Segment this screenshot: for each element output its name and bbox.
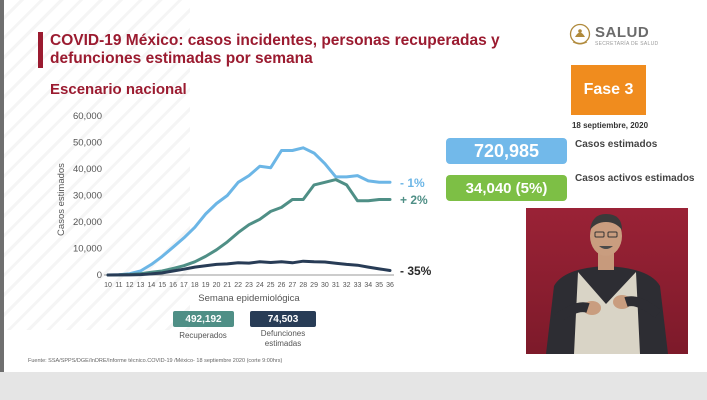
sign-language-interpreter-video bbox=[526, 208, 688, 354]
logo-subtext: SECRETARÍA DE SALUD bbox=[595, 41, 659, 47]
y-tick-label: 50,000 bbox=[73, 138, 102, 149]
x-tick-label: 10 bbox=[104, 282, 112, 289]
bottom-bar bbox=[0, 372, 707, 400]
y-tick-label: 10,000 bbox=[73, 244, 102, 255]
deaths-label: Defunciones estimadas bbox=[260, 329, 306, 348]
x-tick-label: 35 bbox=[375, 282, 383, 289]
x-tick-label: 17 bbox=[180, 282, 188, 289]
x-tick-label: 20 bbox=[213, 282, 221, 289]
title-accent-bar bbox=[38, 32, 43, 68]
y-tick-label: 40,000 bbox=[73, 164, 102, 175]
x-tick-label: 29 bbox=[310, 282, 318, 289]
series-end-label-deaths: - 35% bbox=[400, 264, 432, 278]
x-tick-label: 24 bbox=[256, 282, 264, 289]
series-line-deaths bbox=[106, 259, 392, 277]
y-tick-label: 0 bbox=[97, 270, 102, 281]
interpreter-figure bbox=[546, 214, 668, 354]
x-axis-label: Semana epidemiológica bbox=[198, 293, 300, 304]
x-tick-label: 11 bbox=[115, 282, 122, 289]
x-tick-label: 13 bbox=[137, 282, 145, 289]
page-subtitle: Escenario nacional bbox=[50, 81, 187, 98]
x-tick-label: 30 bbox=[321, 282, 329, 289]
x-tick-label: 23 bbox=[245, 282, 253, 289]
series-end-label-cases: - 1% bbox=[400, 176, 425, 190]
slide-edge bbox=[0, 0, 4, 400]
series-line-recovered bbox=[106, 178, 392, 277]
x-tick-label: 22 bbox=[234, 282, 242, 289]
series-end-label-recovered: + 2% bbox=[400, 193, 428, 207]
salud-logo: SALUD SECRETARÍA DE SALUD bbox=[569, 22, 659, 52]
y-tick-label: 30,000 bbox=[73, 191, 102, 202]
report-date: 18 septiembre, 2020 bbox=[571, 121, 649, 130]
series-line-cases bbox=[106, 146, 392, 277]
active-cases-label: Casos activos estimados bbox=[575, 173, 695, 184]
x-tick-label: 26 bbox=[278, 282, 286, 289]
source-note: Fuente: SSA/SPPS/DGE/InDRE/Informe técni… bbox=[28, 358, 283, 364]
recovered-label: Recuperados bbox=[179, 331, 227, 340]
x-tick-label: 36 bbox=[386, 282, 394, 289]
x-tick-label: 25 bbox=[267, 282, 275, 289]
x-tick-label: 32 bbox=[343, 282, 351, 289]
y-tick-label: 20,000 bbox=[73, 217, 102, 228]
logo-text: SALUD bbox=[595, 24, 650, 41]
x-tick-label: 34 bbox=[364, 282, 372, 289]
x-tick-label: 19 bbox=[202, 282, 210, 289]
estimated-cases-label: Casos estimados bbox=[575, 139, 658, 150]
y-tick-label: 60,000 bbox=[73, 111, 102, 122]
x-tick-label: 14 bbox=[147, 282, 155, 289]
x-tick-label: 28 bbox=[299, 282, 307, 289]
x-tick-label: 15 bbox=[158, 282, 166, 289]
estimated-cases-value: 720,985 bbox=[446, 138, 567, 164]
x-tick-label: 21 bbox=[223, 282, 231, 289]
y-axis-label: Casos estimados bbox=[56, 163, 67, 236]
x-tick-label: 31 bbox=[332, 282, 340, 289]
page-title: COVID-19 México: casos incidentes, perso… bbox=[50, 32, 500, 67]
x-tick-label: 18 bbox=[191, 282, 199, 289]
mexico-coat-of-arms-icon bbox=[569, 23, 591, 45]
phase-badge: Fase 3 bbox=[571, 65, 646, 115]
active-cases-value: 34,040 (5%) bbox=[446, 175, 567, 201]
x-tick-label: 16 bbox=[169, 282, 177, 289]
recovered-total: 492,192 bbox=[173, 311, 234, 327]
x-tick-label: 33 bbox=[354, 282, 362, 289]
deaths-total: 74,503 bbox=[250, 311, 316, 327]
x-tick-label: 27 bbox=[288, 282, 296, 289]
x-tick-label: 12 bbox=[126, 282, 134, 289]
